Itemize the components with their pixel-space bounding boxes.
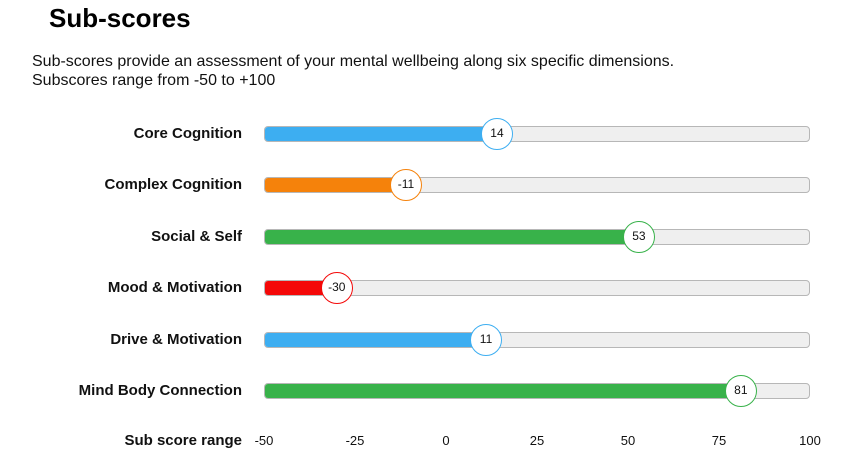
row-label-drive-and-motivation: Drive & Motivation bbox=[110, 331, 242, 348]
value-bubble-mood-and-motivation: -30 bbox=[320, 272, 353, 304]
bar-track-core-cognition bbox=[264, 126, 810, 142]
value-bubble-complex-cognition: -11 bbox=[389, 169, 422, 201]
description-line-2: Subscores range from -50 to +100 bbox=[32, 72, 276, 89]
bar-track-social-and-self bbox=[264, 229, 810, 245]
value-bubble-mind-body-connection: 81 bbox=[724, 375, 757, 407]
bar-track-mind-body-connection bbox=[264, 383, 810, 399]
description: Sub-scores provide an assessment of your… bbox=[32, 52, 674, 90]
bar-social-and-self bbox=[265, 230, 640, 244]
x-tick-label: 25 bbox=[529, 433, 545, 448]
bar-core-cognition bbox=[265, 127, 498, 141]
row-label-mind-body-connection: Mind Body Connection bbox=[78, 382, 242, 399]
page-title: Sub-scores bbox=[49, 3, 191, 33]
bar-mind-body-connection bbox=[265, 384, 742, 398]
value-bubble-drive-and-motivation: 11 bbox=[470, 324, 503, 356]
bar-mood-and-motivation bbox=[265, 281, 338, 295]
row-label-mood-and-motivation: Mood & Motivation bbox=[107, 279, 242, 296]
value-bubble-core-cognition: 14 bbox=[480, 118, 513, 150]
x-tick-label: -25 bbox=[345, 433, 365, 448]
row-label-social-and-self: Social & Self bbox=[151, 228, 242, 245]
bar-track-complex-cognition bbox=[264, 177, 810, 193]
value-bubble-social-and-self: 53 bbox=[622, 221, 655, 253]
x-tick-label: 50 bbox=[620, 433, 636, 448]
row-label-complex-cognition: Complex Cognition bbox=[104, 176, 243, 193]
bar-complex-cognition bbox=[265, 178, 407, 192]
x-tick-label: -50 bbox=[254, 433, 274, 448]
x-tick-label: 0 bbox=[442, 433, 450, 448]
x-axis-label: Sub score range bbox=[124, 432, 242, 449]
bar-track-mood-and-motivation bbox=[264, 280, 810, 296]
bar-drive-and-motivation bbox=[265, 333, 488, 347]
description-line-1: Sub-scores provide an assessment of your… bbox=[32, 53, 675, 70]
bar-track-drive-and-motivation bbox=[264, 332, 810, 348]
x-tick-label: 100 bbox=[799, 433, 821, 448]
x-tick-label: 75 bbox=[711, 433, 727, 448]
row-label-core-cognition: Core Cognition bbox=[133, 125, 242, 142]
